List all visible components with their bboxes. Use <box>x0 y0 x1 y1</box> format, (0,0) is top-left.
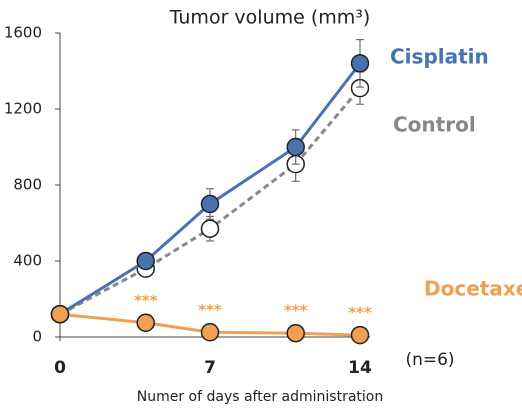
marker <box>286 137 305 157</box>
marker <box>286 323 305 343</box>
x-tick-label: 7 <box>204 358 216 378</box>
y-tick-label: 1200 <box>4 100 42 118</box>
marker <box>200 194 220 214</box>
note: (n=6) <box>405 350 454 370</box>
x-axis-label: Numer of days after administration <box>137 389 384 405</box>
x-tick-label: 14 <box>348 358 372 378</box>
marker <box>136 251 155 271</box>
legend-entry: Control <box>393 113 476 137</box>
marker <box>350 325 370 345</box>
significance: *** <box>198 301 222 319</box>
y-tick-label: 0 <box>32 328 42 346</box>
marker <box>200 219 220 238</box>
x-tick-label: 0 <box>54 358 66 378</box>
marker <box>136 313 155 332</box>
marker <box>350 54 370 73</box>
y-tick-label: 400 <box>13 252 42 270</box>
legend-entry: Docetaxel <box>424 277 522 301</box>
marker <box>50 304 70 324</box>
y-tick-label: 800 <box>13 176 42 194</box>
significance: *** <box>284 302 308 320</box>
significance: *** <box>134 291 158 309</box>
significance: *** <box>348 304 372 322</box>
legend-entry: Cisplatin <box>390 45 489 69</box>
chart-title: Tumor volume (mm³) <box>169 7 371 29</box>
y-tick-label: 1600 <box>4 24 42 42</box>
marker <box>200 323 220 342</box>
